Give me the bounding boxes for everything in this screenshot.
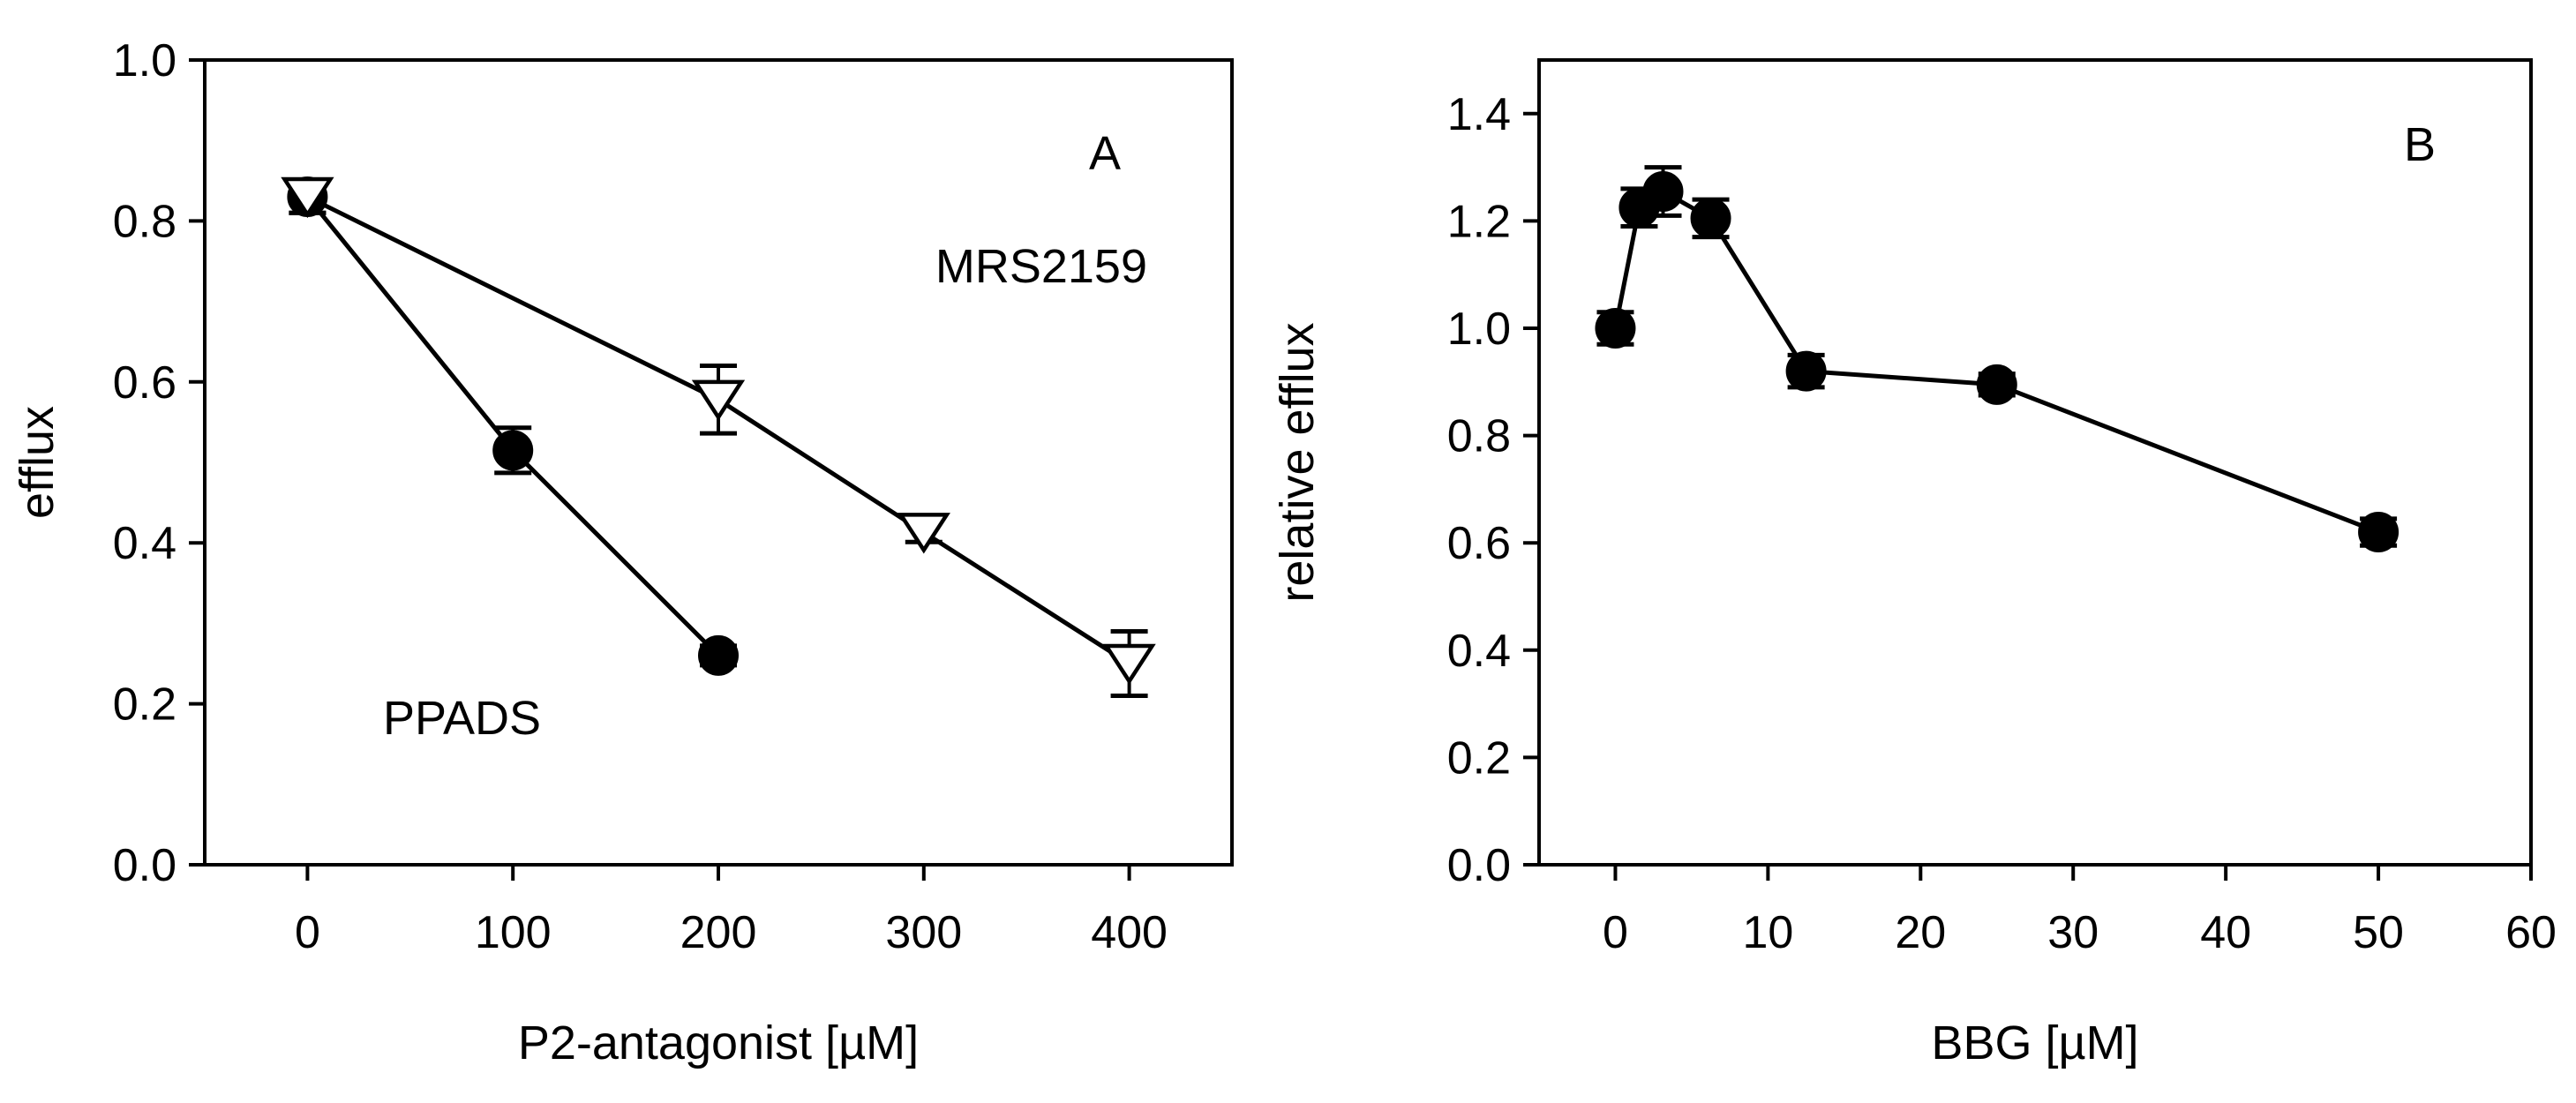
y-tick-label: 0.0: [113, 840, 176, 891]
y-tick-label: 0.2: [1447, 732, 1511, 784]
y-tick-label: 0.4: [113, 518, 176, 569]
x-tick-label: 0: [295, 907, 320, 958]
y-axis-title: relative efflux: [1271, 322, 1324, 602]
plot-frame: [1537, 58, 2533, 867]
y-tick-label: 1.4: [1447, 89, 1511, 140]
data-point: [691, 379, 746, 421]
x-tick-label: 10: [1742, 907, 1793, 958]
x-tick-label: 300: [885, 907, 962, 958]
y-tick-label: 0.6: [113, 357, 176, 409]
y-tick-label: 1.0: [1447, 304, 1511, 355]
x-axis-title: BBG [µM]: [1931, 1017, 2138, 1069]
x-tick-label: 30: [2047, 907, 2099, 958]
series-line: [306, 194, 1130, 666]
x-tick-label: 40: [2200, 907, 2251, 958]
panel-letter: B: [2404, 118, 2436, 171]
y-tick-label: 0.8: [113, 196, 176, 247]
series-annotation: MRS2159: [935, 240, 1147, 293]
y-tick-label: 1.2: [1447, 196, 1511, 247]
data-point: [1595, 308, 1636, 349]
data-point: [281, 176, 334, 219]
x-tick-label: 100: [475, 907, 552, 958]
data-point: [492, 430, 534, 471]
panel-b-chart: 0.0 0.2 0.4 0.6 0.8 1.0 1.2 1.4 0 10 20 30 40 50 60 BBG…: [1271, 58, 2557, 1069]
panel-letter: A: [1089, 127, 1121, 180]
series-line: [1613, 189, 2379, 535]
y-tick-label: 0.0: [1447, 840, 1511, 891]
y-tick-label: 0.6: [1447, 518, 1511, 569]
series-annotation: PPADS: [383, 692, 541, 745]
x-tick-label: 400: [1091, 907, 1168, 958]
y-tick-label: 0.8: [1447, 411, 1511, 462]
data-point: [1642, 170, 1684, 212]
data-point: [1102, 643, 1156, 686]
y-tick-label: 0.4: [1447, 626, 1511, 677]
data-point: [1690, 198, 1731, 239]
plot-frame: [203, 58, 1234, 867]
x-tick-label: 0: [1603, 907, 1628, 958]
data-point: [1976, 364, 2017, 405]
x-tick-label: 200: [680, 907, 757, 958]
y-axis-title: efflux: [11, 406, 64, 519]
x-tick-label: 60: [2505, 907, 2557, 958]
data-point: [2358, 512, 2400, 553]
x-tick-label: 50: [2353, 907, 2404, 958]
data-point: [698, 634, 739, 676]
x-axis-title: P2-antagonist [µM]: [518, 1017, 919, 1069]
y-tick-label: 1.0: [113, 35, 176, 86]
data-point: [897, 513, 950, 554]
panel-a-chart: 0.0 0.2 0.4 0.6 0.8 1.0 0 100 200 300 400 P2-antago…: [11, 35, 1234, 1069]
y-tick-label: 0.2: [113, 679, 176, 731]
data-point: [1785, 350, 1827, 392]
x-tick-label: 20: [1895, 907, 1946, 958]
